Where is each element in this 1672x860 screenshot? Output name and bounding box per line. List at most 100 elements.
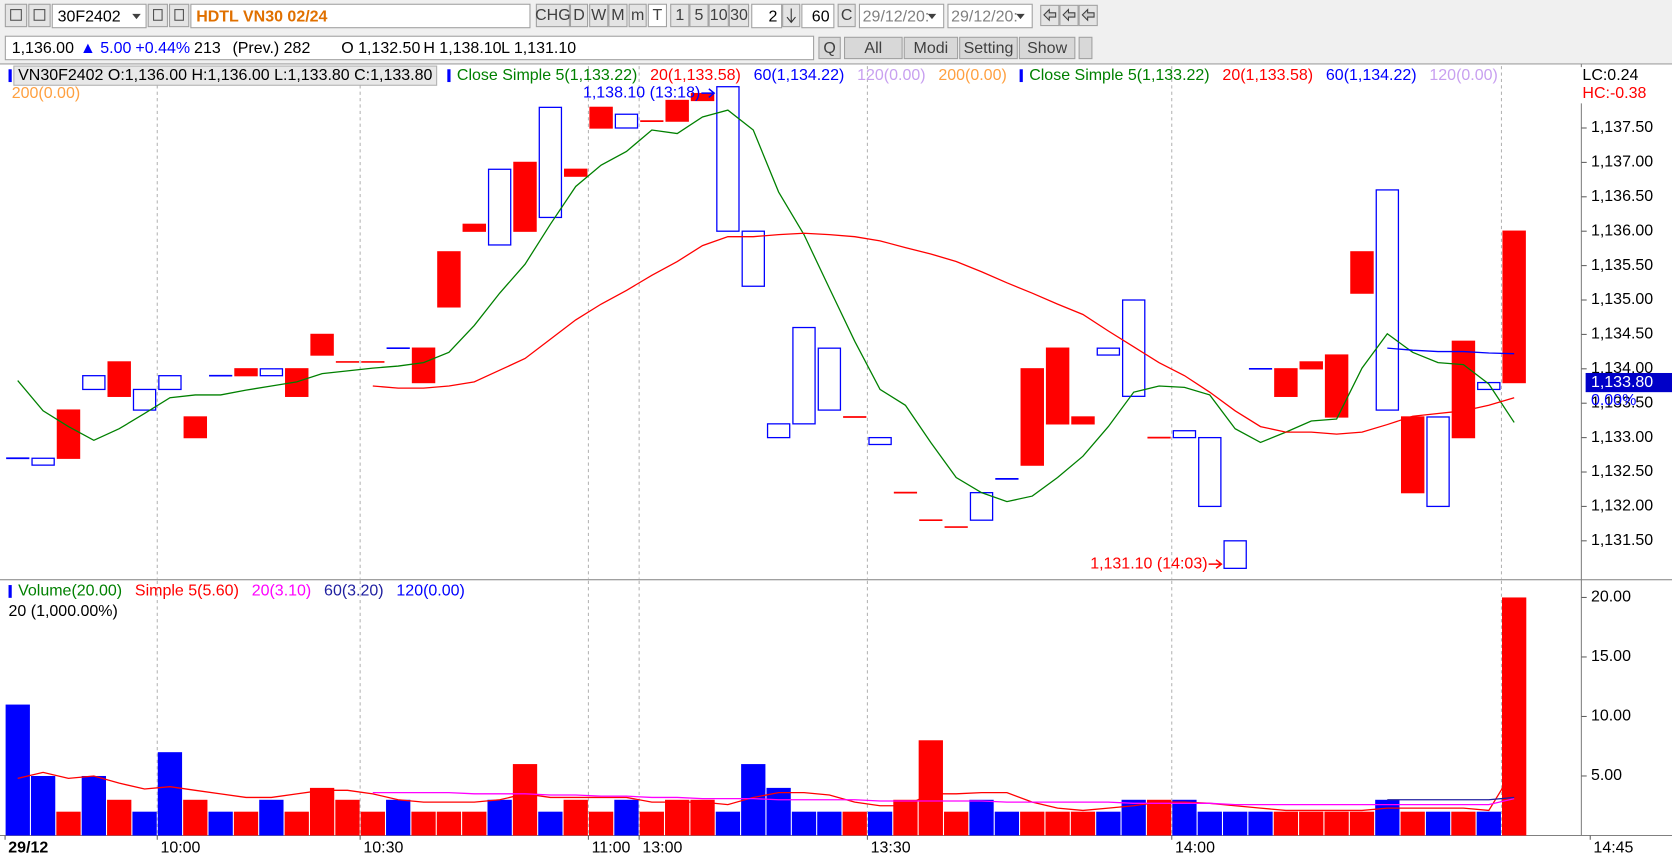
candle [564, 168, 588, 177]
volume-bar [411, 811, 436, 836]
candle [487, 168, 512, 246]
y-tick-label: 1,136.00 [1591, 222, 1653, 239]
moving-average-line [372, 232, 1515, 435]
lc-backdrop [1580, 67, 1672, 104]
period-button-label: 1 [675, 7, 684, 24]
volume-subtitle: 20 (1,000.00%) [9, 603, 118, 620]
volume-bar [715, 811, 741, 836]
date-value: 29/12/20: [951, 8, 1018, 25]
volume-bar [30, 775, 56, 836]
volume-average-line [17, 768, 1515, 812]
quote-button[interactable] [1018, 36, 1076, 60]
date-value: 29/12/20: [863, 8, 930, 25]
legend-item: Close Simple 5(1,133.22) [457, 67, 637, 84]
period-button[interactable] [608, 3, 628, 28]
quote-button-label: Setting [964, 40, 1014, 57]
icon-button[interactable] [147, 3, 168, 28]
period-button-label: 5 [695, 7, 704, 24]
legend-item: 20(1,133.58) [650, 67, 741, 84]
volume-bar [969, 799, 994, 836]
symbol-combo[interactable] [51, 3, 147, 29]
volume-bar [1375, 799, 1400, 836]
dropdown-arrow [927, 13, 937, 20]
quote-field [4, 35, 815, 61]
volume-bar [867, 811, 893, 836]
candle [1198, 436, 1222, 508]
quote-item: ▲ 5.00 [80, 40, 131, 57]
volume-average-line [372, 792, 1515, 806]
quote-button[interactable] [903, 36, 959, 60]
icon-button[interactable] [169, 3, 190, 28]
date-combo[interactable] [947, 3, 1033, 29]
period-button[interactable] [728, 3, 750, 28]
extreme-label: 1,131.10 (14:03) [1090, 555, 1207, 572]
volume-bar [817, 811, 842, 836]
lc-label: LC:0.24 [1582, 67, 1638, 84]
period-button[interactable] [670, 3, 690, 28]
legend-item: 60(3.20) [324, 583, 384, 600]
y-tick-label: 1,135.00 [1591, 291, 1653, 308]
legend-item: 20(3.10) [252, 583, 312, 600]
volume-bar [614, 799, 639, 836]
volume-bar [1451, 811, 1476, 836]
period-button[interactable] [628, 3, 647, 28]
x-tick-label: 10:30 [363, 839, 403, 856]
period-button[interactable] [535, 3, 570, 28]
legend-marker [1019, 69, 1023, 83]
period-button-label: 10 [710, 7, 728, 24]
volume-bar [1020, 811, 1045, 836]
candle [513, 161, 537, 232]
icon-button[interactable] [4, 3, 28, 28]
x-tick-label: 11:00 [592, 839, 631, 856]
volume-bar [918, 740, 943, 836]
count-input[interactable] [751, 3, 783, 29]
period-button-label: D [573, 7, 585, 24]
candle [1096, 347, 1121, 356]
candle [56, 409, 81, 459]
legend-item: 20(1,133.58) [1222, 67, 1313, 84]
hc-label: HC:-0.38 [1582, 85, 1646, 102]
last-change-label: 0.00% [1591, 392, 1636, 409]
candle [1426, 416, 1450, 508]
down-arrow-icon [786, 8, 796, 24]
dropdown-arrow [1016, 13, 1025, 20]
volume-bar [842, 811, 867, 836]
quote-button[interactable] [959, 36, 1018, 60]
date-combo[interactable] [858, 3, 945, 29]
candle [1299, 361, 1323, 370]
candle [969, 492, 994, 521]
period-button-label: m [631, 7, 644, 24]
quote-button-label: Show [1027, 40, 1067, 57]
period-button[interactable] [569, 3, 589, 28]
last-price-label: 1,133.80 [1591, 374, 1653, 391]
quote-button-label: Q [823, 40, 835, 57]
volume-bar [487, 799, 512, 836]
volume-bar [1223, 811, 1248, 836]
quote-button[interactable] [818, 36, 841, 60]
candle [1121, 299, 1146, 397]
c-button[interactable] [837, 3, 856, 28]
instrument-name: HDTL VN30 02/24 [196, 8, 327, 25]
candle [310, 333, 334, 356]
volume-bar [994, 811, 1020, 836]
volume-bar [157, 752, 183, 836]
period-button[interactable] [647, 3, 667, 28]
y-tick-label: 1,137.00 [1591, 154, 1653, 171]
volume-bar [512, 764, 538, 836]
name-field[interactable] [190, 3, 531, 29]
period-button[interactable] [708, 3, 729, 28]
period-button[interactable] [589, 3, 609, 28]
legend-marker [447, 69, 451, 83]
volume-bar [1096, 811, 1121, 836]
x-tick-label: 14:45 [1593, 839, 1633, 856]
x-tick-label: 29/12 [8, 839, 48, 856]
pin-button[interactable] [1078, 36, 1093, 60]
candle [285, 368, 309, 397]
period-button[interactable] [689, 3, 709, 28]
candle [665, 99, 689, 122]
interval-input[interactable] [801, 3, 835, 29]
candle [766, 423, 791, 439]
icon-button[interactable] [28, 3, 51, 28]
quote-button[interactable] [843, 36, 903, 60]
